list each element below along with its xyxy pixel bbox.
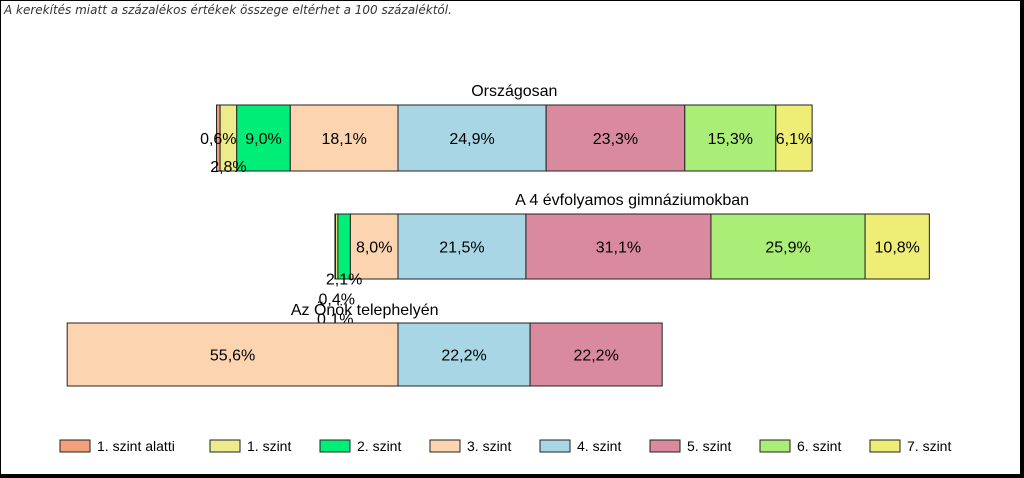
data-label: 25,9% [765, 240, 810, 257]
legend-swatch [319, 439, 351, 453]
bar-title: Az Önök telephelyén [291, 301, 439, 319]
data-label: 15,3% [708, 131, 753, 148]
bar-segment [775, 104, 813, 172]
legend-label: 6. szint [797, 438, 841, 454]
legend-swatch [59, 439, 91, 453]
bar-segment [525, 213, 712, 280]
legend-swatch [209, 439, 241, 453]
legend-swatch [649, 439, 681, 453]
legend-label: 4. szint [577, 438, 621, 454]
data-label: 2,8% [210, 159, 246, 176]
bar-segment [337, 213, 351, 280]
legend-label: 3. szint [467, 438, 511, 454]
data-label: 31,1% [596, 240, 641, 257]
bar-segment [529, 322, 663, 387]
legend-swatch [429, 439, 461, 453]
legend-label: 1. szint alatti [97, 438, 175, 454]
legend-label: 1. szint [247, 438, 291, 454]
bar-segment [545, 104, 686, 172]
data-label: 21,5% [439, 240, 484, 257]
legend-label: 7. szint [907, 438, 951, 454]
data-label: 0,4% [318, 292, 354, 309]
bar-segment [710, 213, 866, 280]
bar-segment [289, 104, 399, 172]
data-label: 6,1% [776, 131, 812, 148]
rounding-note: A kerekítés miatt a százalékos értékek ö… [4, 3, 452, 17]
data-label: 22,2% [441, 348, 486, 365]
legend-swatch [759, 439, 791, 453]
data-label: 55,6% [210, 348, 255, 365]
data-label: 23,3% [593, 131, 638, 148]
bar-segment [349, 213, 399, 280]
bar-title: Országosan [471, 83, 557, 100]
data-label: 10,8% [875, 240, 920, 257]
data-label: 2,1% [326, 272, 362, 289]
bar-segment [864, 213, 930, 280]
legend-swatch [539, 439, 571, 453]
legend-label: 2. szint [357, 438, 401, 454]
data-label: 18,1% [321, 131, 366, 148]
legend-swatch [869, 439, 901, 453]
data-label: 22,2% [573, 348, 618, 365]
data-label: 0,6% [200, 131, 236, 148]
data-label: 8,0% [356, 240, 392, 257]
bar-segment [236, 104, 291, 172]
bar-segment [397, 213, 527, 280]
data-label: 9,0% [245, 131, 281, 148]
legend-label: 5. szint [687, 438, 731, 454]
bar-title: A 4 évfolyamos gimnáziumokban [515, 192, 749, 209]
data-label: 24,9% [449, 131, 494, 148]
bar-segment [66, 322, 399, 387]
bar-segment [684, 104, 777, 172]
bar-segment [397, 322, 531, 387]
